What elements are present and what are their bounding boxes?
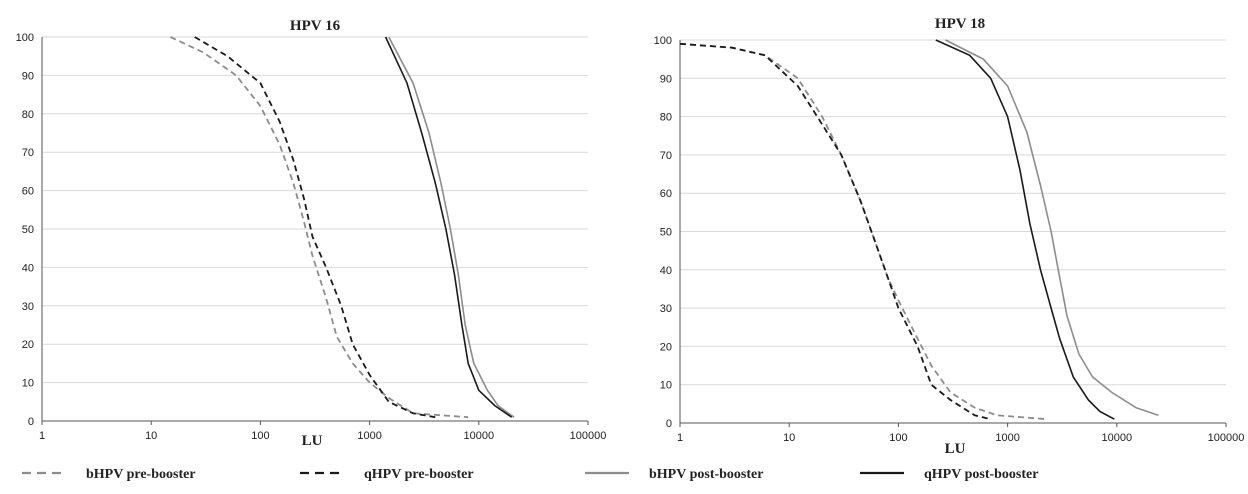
legend-label: qHPV post-booster bbox=[924, 467, 1038, 482]
y-tick-label: 100 bbox=[654, 35, 672, 47]
x-tick-label: 100000 bbox=[1208, 432, 1245, 444]
y-tick-label: 50 bbox=[660, 227, 672, 239]
series-line-bhpv-post-booster bbox=[945, 39, 1159, 417]
x-tick-label: 10000 bbox=[1102, 432, 1133, 444]
series-line-qhpv-post-booster bbox=[935, 39, 1115, 420]
x-tick-label: 100 bbox=[251, 430, 269, 442]
y-tick-label: 70 bbox=[660, 150, 672, 162]
chart-title: HPV 18 bbox=[935, 16, 985, 32]
y-tick-label: 40 bbox=[660, 265, 672, 277]
legend: bHPV pre-booster qHPV pre-booster bHPV pos… bbox=[22, 467, 1038, 482]
y-tick-label: 10 bbox=[22, 378, 34, 390]
x-tick-label: 10 bbox=[145, 430, 157, 442]
y-tick-label: 30 bbox=[22, 301, 34, 313]
x-tick-label: 1000 bbox=[995, 432, 1019, 444]
y-tick-label: 70 bbox=[22, 147, 34, 159]
y-tick-label: 60 bbox=[660, 188, 672, 200]
series-line-qhpv-pre-booster bbox=[194, 36, 436, 419]
y-tick-label: 80 bbox=[660, 112, 672, 124]
y-tick-label: 50 bbox=[22, 224, 34, 236]
x-tick-label: 1 bbox=[39, 430, 45, 442]
y-tick-label: 0 bbox=[666, 418, 672, 430]
y-tick-label: 80 bbox=[22, 109, 34, 121]
y-tick-label: 0 bbox=[28, 416, 34, 428]
series-line-bhpv-pre-booster bbox=[170, 36, 469, 419]
x-axis-label: LU bbox=[945, 441, 966, 457]
y-tick-label: 60 bbox=[22, 186, 34, 198]
legend-label: bHPV pre-booster bbox=[86, 467, 196, 482]
x-tick-label: 100 bbox=[889, 432, 907, 444]
y-tick-label: 90 bbox=[660, 73, 672, 85]
series-line-bhpv-post-booster bbox=[388, 36, 515, 418]
legend-label: qHPV pre-booster bbox=[364, 467, 474, 482]
chart-title: HPV 16 bbox=[290, 18, 341, 34]
y-tick-label: 20 bbox=[22, 339, 34, 351]
y-tick-label: 90 bbox=[22, 70, 34, 82]
y-tick-label: 20 bbox=[660, 341, 672, 353]
x-tick-label: 10000 bbox=[464, 430, 495, 442]
y-tick-label: 40 bbox=[22, 262, 34, 274]
y-tick-label: 10 bbox=[660, 380, 672, 392]
y-tick-label: 30 bbox=[660, 303, 672, 315]
series-line-qhpv-post-booster bbox=[384, 36, 513, 418]
legend-label: bHPV post-booster bbox=[649, 467, 763, 482]
y-tick-label: 100 bbox=[16, 32, 34, 44]
x-tick-label: 10 bbox=[783, 432, 795, 444]
x-axis-label: LU bbox=[302, 433, 323, 449]
x-tick-label: 1 bbox=[677, 432, 683, 444]
x-tick-label: 100000 bbox=[570, 430, 607, 442]
x-tick-label: 1000 bbox=[357, 430, 381, 442]
series-line-qhpv-pre-booster bbox=[679, 42, 991, 421]
